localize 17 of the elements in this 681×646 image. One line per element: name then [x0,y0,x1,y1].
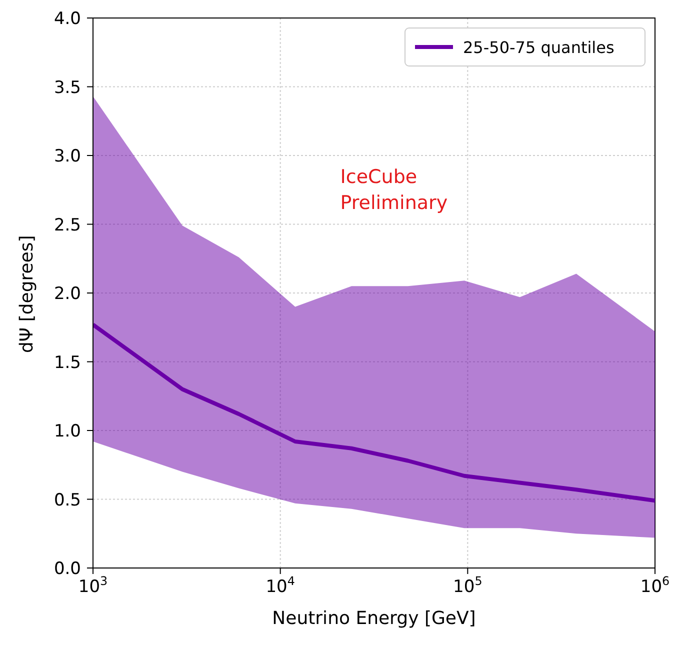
y-tick-label: 3.0 [54,146,81,166]
y-tick-label: 3.5 [54,78,81,98]
legend-label: 25-50-75 quantiles [463,38,614,57]
y-tick-label: 0.5 [54,490,81,510]
x-tick-label: 10$^{3}$ [78,574,108,597]
y-tick-label: 4.0 [54,9,81,29]
x-tick-label: 10$^{4}$ [266,574,295,597]
x-axis-title: Neutrino Energy [GeV] [272,608,476,629]
y-tick-label: 2.5 [54,215,81,236]
y-tick-label: 0.0 [54,559,81,579]
annotation: IceCube Preliminary [340,166,448,214]
y-axis-title: dΨ [degrees] [16,235,38,353]
y-tick-label: 1.5 [54,352,81,373]
y-tick-label: 1.0 [54,422,81,442]
y-tick-label: 2.0 [54,284,81,304]
x-tick-label: 10$^{5}$ [453,574,482,597]
x-tick-label: 10$^{6}$ [640,574,670,597]
